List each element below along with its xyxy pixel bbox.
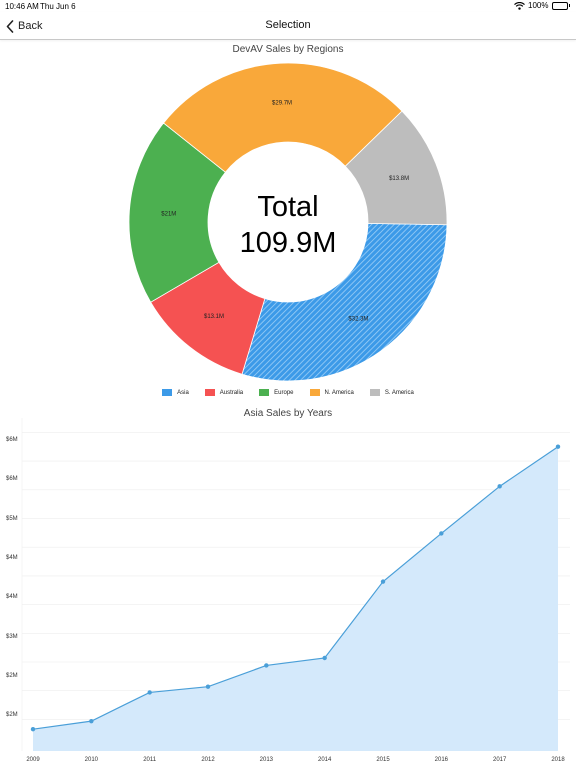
y-tick-label: $4M xyxy=(6,594,18,600)
donut-center-value: 109.9M xyxy=(240,227,337,259)
legend-swatch xyxy=(162,389,173,396)
x-tick-label: 2016 xyxy=(435,757,449,763)
wifi-icon xyxy=(514,1,525,10)
page-title: Selection xyxy=(265,19,311,31)
donut-slice-europe[interactable] xyxy=(128,122,226,303)
legend-label: Australia xyxy=(219,389,244,396)
donut-chart-title: DevAV Sales by Regions xyxy=(232,44,344,55)
legend-item-s-america[interactable]: S. America xyxy=(369,389,414,396)
chevron-left-icon xyxy=(6,19,14,33)
data-point[interactable] xyxy=(205,684,211,689)
legend-item-asia[interactable]: Asia xyxy=(162,389,189,396)
legend-label: Asia xyxy=(177,389,189,396)
x-tick-label: 2012 xyxy=(201,757,215,763)
data-point[interactable] xyxy=(555,444,561,449)
legend-swatch xyxy=(259,389,270,396)
y-tick-label: $3M xyxy=(6,634,18,640)
legend-swatch xyxy=(204,389,215,396)
data-point[interactable] xyxy=(322,655,327,661)
x-tick-label: 2017 xyxy=(493,757,507,763)
legend-swatch xyxy=(369,389,380,396)
legend-item-europe[interactable]: Europe xyxy=(259,389,294,396)
y-tick-label: $6M xyxy=(6,476,18,482)
x-tick-label: 2015 xyxy=(376,757,390,763)
navigation-bar: Back Selection xyxy=(0,12,576,40)
data-point[interactable] xyxy=(497,484,502,489)
donut-slice-label: $32.3M xyxy=(348,317,368,323)
status-date: Thu Jun 6 xyxy=(40,2,76,11)
series-line xyxy=(32,446,559,730)
back-label: Back xyxy=(18,20,43,32)
donut-slice-label: $21M xyxy=(161,211,176,217)
data-point[interactable] xyxy=(147,690,152,695)
data-point[interactable] xyxy=(439,531,444,536)
back-button[interactable]: Back xyxy=(6,17,42,35)
legend-label: N. America xyxy=(324,389,354,396)
data-point[interactable] xyxy=(89,718,94,724)
area-chart: 2009 2010 2011 2012 2013 2014 2015 2016 2017 2018… xyxy=(6,418,570,763)
y-tick-label: $6M xyxy=(6,437,18,443)
data-point[interactable] xyxy=(30,726,36,732)
y-tick-label: $2M xyxy=(6,712,18,718)
y-tick-label: $4M xyxy=(6,555,18,561)
legend-label: S. America xyxy=(384,389,414,396)
donut-chart: $32.3M $13.1M $21M $29.7M $13.8M Total 109.9… xyxy=(128,62,448,382)
donut-slice-asia[interactable] xyxy=(241,222,448,382)
status-time: 10:46 AM xyxy=(5,2,39,11)
donut-slice-s-america[interactable] xyxy=(344,110,448,226)
battery-tip xyxy=(568,4,570,7)
donut-slice-label: $29.7M xyxy=(272,101,292,107)
status-right: 100% xyxy=(514,1,570,10)
x-tick-label: 2009 xyxy=(26,757,40,763)
battery-icon xyxy=(551,1,568,10)
data-point[interactable] xyxy=(380,579,386,584)
y-tick-label: $2M xyxy=(6,673,18,679)
x-tick-label: 2018 xyxy=(551,757,565,763)
x-tick-label: 2014 xyxy=(318,757,332,763)
donut-slice-n-america[interactable] xyxy=(163,62,403,173)
legend-label: Europe xyxy=(274,389,294,396)
y-tick-label: $5M xyxy=(6,516,18,522)
x-tick-label: 2011 xyxy=(143,757,157,763)
legend-swatch xyxy=(309,389,320,396)
data-point[interactable] xyxy=(264,663,269,668)
x-tick-label: 2013 xyxy=(260,757,274,763)
x-tick-label: 2010 xyxy=(85,757,99,763)
donut-center-title: Total xyxy=(257,191,318,223)
legend-item-n-america[interactable]: N. America xyxy=(309,389,354,396)
legend-item-australia[interactable]: Australia xyxy=(204,389,244,396)
area-fill xyxy=(33,446,558,751)
donut-slice-label: $13.8M xyxy=(389,176,409,182)
battery-percent: 100% xyxy=(528,1,549,10)
donut-slice-label: $13.1M xyxy=(204,314,224,320)
donut-legend: Asia Australia Europe N. America S. America xyxy=(0,389,576,396)
status-bar: 10:46 AM Thu Jun 6 100% xyxy=(0,0,576,12)
area-chart-title: Asia Sales by Years xyxy=(243,408,333,419)
